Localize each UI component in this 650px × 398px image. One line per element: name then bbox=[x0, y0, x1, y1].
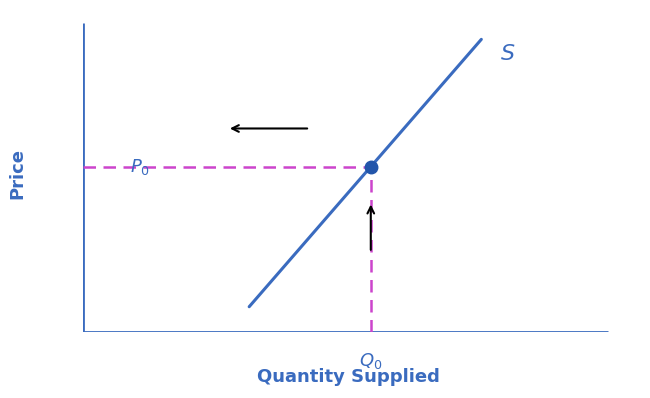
Text: Quantity Supplied: Quantity Supplied bbox=[257, 368, 440, 386]
Text: $Q_0$: $Q_0$ bbox=[359, 351, 382, 371]
Text: Price: Price bbox=[8, 148, 26, 199]
Text: S: S bbox=[500, 44, 515, 64]
Text: $P_0$: $P_0$ bbox=[130, 157, 150, 177]
